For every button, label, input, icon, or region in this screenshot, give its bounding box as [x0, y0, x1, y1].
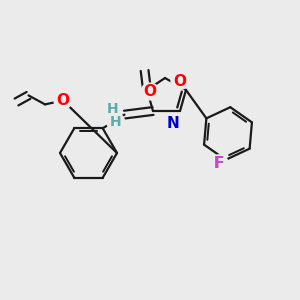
Text: H: H [107, 102, 118, 116]
Ellipse shape [54, 92, 72, 109]
Text: F: F [214, 156, 224, 171]
Ellipse shape [104, 103, 121, 118]
Text: H: H [110, 115, 121, 128]
Ellipse shape [210, 155, 228, 172]
Text: O: O [143, 84, 157, 99]
Text: O: O [56, 93, 70, 108]
Text: F: F [214, 156, 224, 171]
Ellipse shape [106, 113, 124, 130]
Ellipse shape [210, 155, 228, 172]
Ellipse shape [171, 73, 189, 89]
Text: N: N [166, 116, 179, 130]
Text: O: O [173, 74, 187, 88]
Ellipse shape [164, 115, 181, 131]
Ellipse shape [141, 83, 159, 100]
